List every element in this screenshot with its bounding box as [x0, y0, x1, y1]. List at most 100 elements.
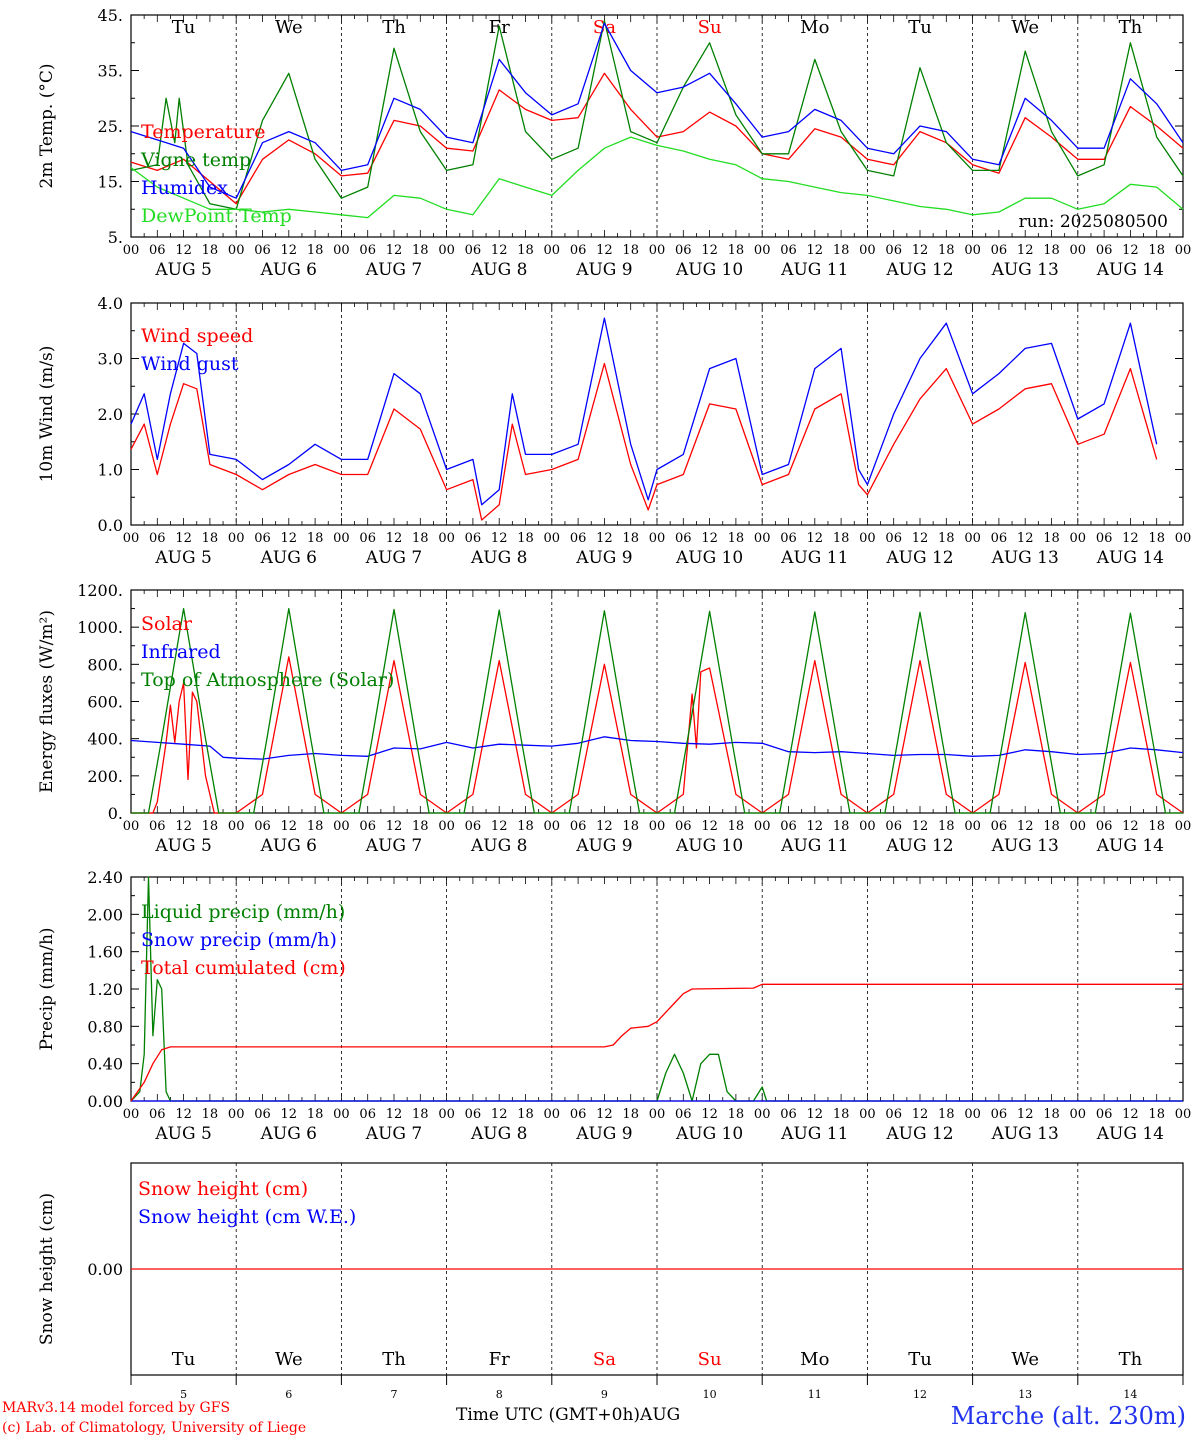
date-label: AUG 6: [260, 1124, 317, 1144]
hour-tick-label: 00: [859, 243, 876, 258]
day-name-label: Mo: [800, 17, 829, 38]
hour-tick-label: 06: [570, 531, 587, 546]
series-line: [130, 136, 1184, 219]
hour-tick-label: 18: [833, 243, 850, 258]
hour-tick-label: 06: [780, 531, 797, 546]
hour-tick-label: 12: [701, 1107, 718, 1122]
hour-tick-label: 00: [1175, 531, 1192, 546]
y-tick-label: 3.0: [98, 350, 123, 369]
y-tick-label: 4.0: [98, 294, 123, 313]
hour-tick-label: 00: [859, 531, 876, 546]
series-line: [130, 983, 1183, 1102]
day-number-label: 10: [703, 1388, 717, 1401]
hour-tick-label: 12: [1017, 243, 1034, 258]
series-line: [130, 19, 1184, 210]
model-credit-line: MARv3.14 model forced by GFS: [2, 1400, 231, 1416]
date-label: AUG 9: [575, 836, 632, 856]
hour-tick-label: 00: [1175, 243, 1192, 258]
hour-tick-label: 00: [333, 819, 350, 834]
hour-tick-label: 06: [465, 819, 482, 834]
hour-tick-label: 18: [622, 819, 639, 834]
day-name-label: Sa: [593, 1349, 616, 1370]
hour-tick-label: 00: [1070, 819, 1087, 834]
day-name-label: Tu: [908, 1349, 932, 1370]
hour-tick-label: 06: [1096, 819, 1113, 834]
hour-tick-label: 00: [1070, 531, 1087, 546]
y-axis-label: Energy fluxes (W/m²): [37, 610, 57, 793]
hour-tick-label: 12: [1017, 531, 1034, 546]
y-tick-label: 800.: [87, 655, 123, 674]
day-number-label: 6: [285, 1388, 292, 1401]
hour-tick-label: 18: [1148, 1107, 1165, 1122]
hour-tick-label: 12: [807, 243, 824, 258]
y-tick-label: 1.20: [87, 980, 123, 999]
hour-tick-label: 12: [701, 243, 718, 258]
legend-entry: Solar: [141, 613, 193, 635]
hour-tick-label: 00: [228, 1107, 245, 1122]
date-label: AUG 5: [154, 836, 211, 856]
date-label: AUG 8: [470, 260, 527, 280]
date-label: AUG 13: [991, 260, 1059, 280]
day-name-label: Tu: [172, 17, 196, 38]
date-label: AUG 7: [365, 548, 422, 568]
hour-tick-label: 18: [517, 819, 534, 834]
day-name-label: Mo: [800, 1349, 829, 1370]
y-tick-label: 0.80: [87, 1017, 123, 1036]
date-label: AUG 10: [675, 1124, 743, 1144]
legend-entry: Liquid precip (mm/h): [141, 901, 345, 923]
hour-tick-label: 06: [675, 531, 692, 546]
date-label: AUG 13: [991, 548, 1059, 568]
hour-tick-label: 00: [1070, 243, 1087, 258]
hour-tick-label: 12: [175, 531, 192, 546]
date-label: AUG 12: [885, 260, 953, 280]
hour-tick-label: 12: [1017, 819, 1034, 834]
date-label: AUG 10: [675, 548, 743, 568]
hour-tick-label: 12: [701, 819, 718, 834]
series-line: [130, 317, 1158, 506]
day-name-label: Su: [698, 1349, 722, 1370]
date-label: AUG 11: [780, 260, 848, 280]
day-number-label: 7: [391, 1388, 398, 1401]
hour-tick-label: 06: [780, 1107, 797, 1122]
date-label: AUG 9: [575, 260, 632, 280]
y-tick-label: 1000.: [77, 618, 123, 637]
hour-tick-label: 06: [254, 243, 271, 258]
hour-tick-label: 12: [1122, 819, 1139, 834]
hour-tick-label: 06: [149, 531, 166, 546]
hour-tick-label: 06: [570, 243, 587, 258]
hour-tick-label: 00: [649, 1107, 666, 1122]
hour-tick-label: 12: [175, 819, 192, 834]
series-line: [130, 362, 1158, 521]
date-label: AUG 14: [1096, 548, 1164, 568]
hour-tick-label: 18: [1043, 1107, 1060, 1122]
hour-tick-label: 12: [386, 243, 403, 258]
date-label: AUG 14: [1096, 1124, 1164, 1144]
y-tick-label: 2.40: [87, 868, 123, 887]
hour-tick-label: 00: [438, 531, 455, 546]
day-name-label: Tu: [908, 17, 932, 38]
hour-tick-label: 18: [938, 819, 955, 834]
hour-tick-label: 18: [622, 531, 639, 546]
hour-tick-label: 12: [1122, 531, 1139, 546]
hour-tick-label: 06: [991, 243, 1008, 258]
x-axis-label: Time UTC (GMT+0h): [456, 1405, 641, 1425]
hour-tick-label: 18: [202, 243, 219, 258]
hour-tick-label: 00: [438, 243, 455, 258]
hour-tick-label: 12: [491, 1107, 508, 1122]
hour-tick-label: 06: [885, 1107, 902, 1122]
hour-tick-label: 06: [570, 819, 587, 834]
hour-tick-label: 00: [859, 1107, 876, 1122]
hour-tick-label: 06: [149, 819, 166, 834]
series-line: [130, 22, 1184, 199]
y-tick-label: 45.: [98, 6, 123, 25]
hour-tick-label: 06: [991, 819, 1008, 834]
legend-entry: Vigne temp: [140, 149, 251, 171]
hour-tick-label: 06: [359, 819, 376, 834]
hour-tick-label: 00: [964, 531, 981, 546]
hour-tick-label: 06: [465, 1107, 482, 1122]
date-label: AUG 7: [365, 1124, 422, 1144]
hour-tick-label: 00: [228, 531, 245, 546]
hour-tick-label: 12: [281, 243, 298, 258]
hour-tick-label: 12: [175, 243, 192, 258]
date-label: AUG 7: [365, 836, 422, 856]
